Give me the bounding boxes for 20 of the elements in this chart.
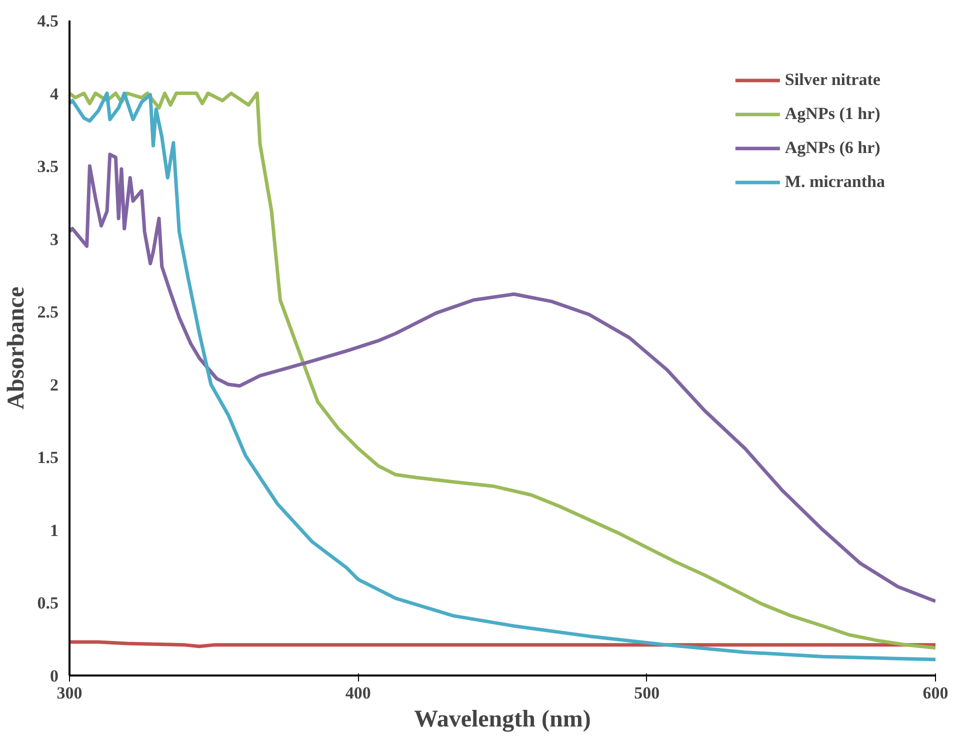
y-tick-label: 0.5 (37, 594, 58, 613)
y-axis-title: Absorbance (3, 286, 30, 410)
legend-label: AgNPs (1 hr) (784, 104, 880, 124)
legend-label: M. micrantha (784, 172, 885, 192)
x-tick-label: 400 (345, 684, 371, 702)
legend-label: Silver nitrate (784, 70, 880, 90)
x-tick-label: 500 (634, 684, 660, 702)
x-axis-title: Wavelength (nm) (414, 706, 591, 732)
y-tick-label: 0 (50, 666, 58, 686)
y-tick-label: 1 (50, 520, 58, 540)
y-tick-label: 2 (50, 375, 58, 394)
legend-label: AgNPs (6 hr) (784, 138, 880, 158)
x-tick-label: 300 (56, 684, 82, 702)
y-tick-label: 1.5 (37, 448, 58, 468)
y-tick-label: 3 (50, 230, 58, 249)
y-tick-label: 3.5 (37, 157, 58, 176)
y-tick-label: 4.5 (37, 12, 58, 30)
x-tick-label: 600 (922, 684, 948, 702)
y-tick-label: 4 (50, 84, 59, 104)
y-tick-label: 2.5 (37, 302, 58, 322)
